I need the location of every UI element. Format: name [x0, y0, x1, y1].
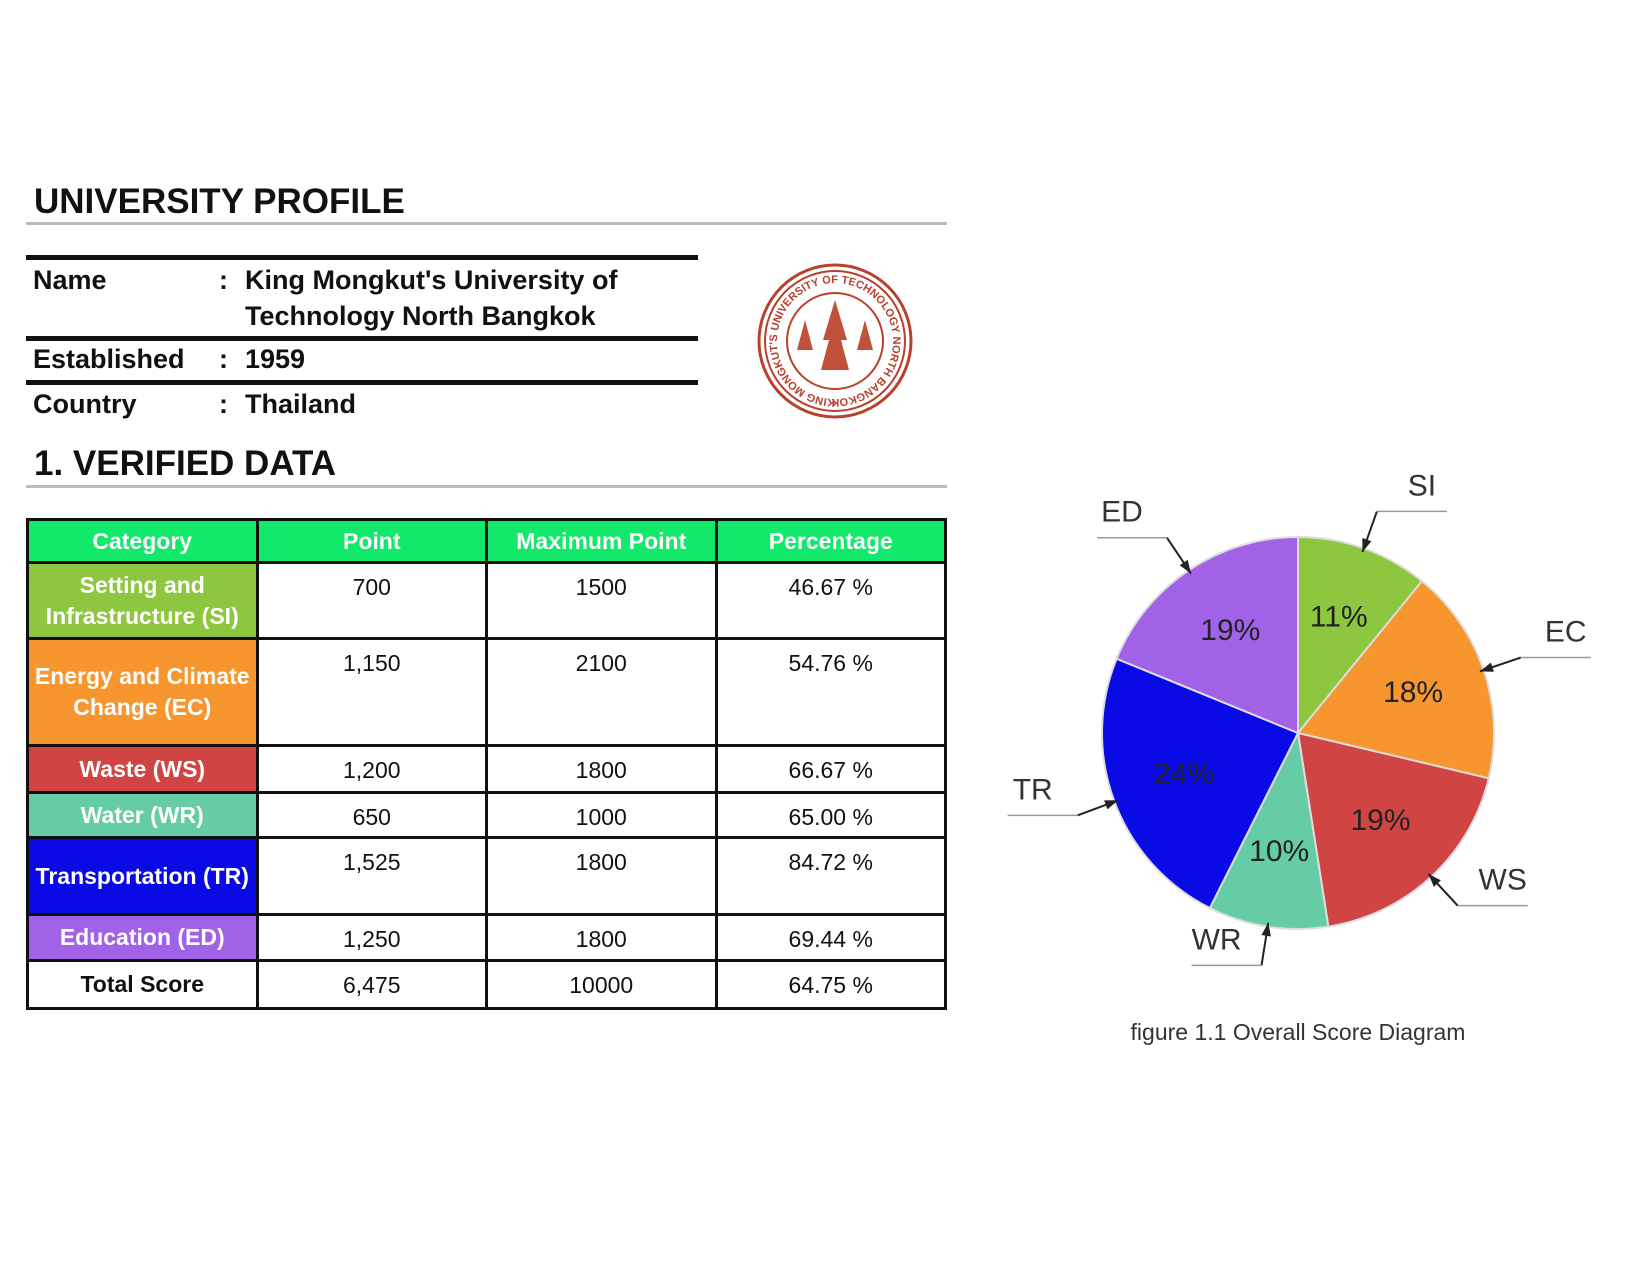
value-cell: 650: [255, 791, 488, 839]
table-row: Water (WR) 650 1000 65.00 %: [26, 791, 947, 839]
profile-label: Name: [33, 265, 107, 295]
profile-separator: :: [219, 344, 228, 374]
value-cell: 1,525: [255, 836, 488, 916]
table-row: Education (ED) 1,250 1800 69.44 %: [26, 913, 947, 962]
value-cell: 1,250: [255, 913, 488, 962]
value-cell: 46.67 %: [714, 561, 947, 640]
table-row: Setting and Infrastructure (SI) 700 1500 46…: [26, 561, 947, 640]
category-label: ED: [1101, 496, 1143, 529]
table-row: Energy and Climate Change (EC) 1,150 2100 5…: [26, 637, 947, 747]
value-cell: 700: [255, 561, 488, 640]
profile-label: Country: [33, 389, 137, 419]
arrow-head: [1362, 538, 1372, 553]
profile-separator: :: [219, 389, 228, 419]
profile-label: Established: [33, 344, 185, 374]
category-cell: Water (WR): [26, 791, 259, 839]
slice-label: 19%: [1200, 614, 1260, 647]
arrow-head: [1104, 800, 1119, 810]
value-cell: 1500: [485, 561, 718, 640]
category-cell: Setting and Infrastructure (SI): [26, 561, 259, 640]
profile-separator: :: [219, 265, 228, 295]
row-rule: [26, 255, 698, 260]
table-row: Total Score 6,475 10000 64.75 %: [26, 959, 947, 1010]
profile-value: Thailand: [245, 389, 357, 419]
caption: figure 1.1 Overall Score Diagram: [1131, 1019, 1466, 1045]
data-table: Category Point Maximum Point Percentage Sett…: [26, 518, 947, 1010]
value-cell: 1800: [485, 913, 718, 962]
value-cell: 6,475: [255, 959, 488, 1010]
arrow-head: [1261, 922, 1271, 937]
category-label: TR: [1013, 773, 1053, 806]
arrow-head: [1479, 662, 1494, 672]
value-cell: 66.67 %: [714, 744, 947, 794]
header-cell: Point: [255, 518, 488, 564]
category-cell: Total Score: [26, 959, 259, 1010]
profile-value: 1959: [245, 344, 306, 374]
category-label: EC: [1545, 616, 1587, 649]
arrow-head: [1179, 559, 1191, 574]
slice-label: 19%: [1350, 804, 1410, 837]
value-cell: 1800: [485, 744, 718, 794]
category-label: SI: [1408, 469, 1436, 502]
category-label: WR: [1192, 923, 1242, 956]
arrow-head: [1428, 873, 1441, 887]
value-cell: 69.44 %: [714, 913, 947, 962]
category-label: WS: [1479, 864, 1527, 897]
value-cell: 2100: [485, 637, 718, 747]
value-cell: 1,200: [255, 744, 488, 794]
slice-label: 18%: [1383, 676, 1443, 709]
category-cell: Education (ED): [26, 913, 259, 962]
slice-label: 24%: [1154, 757, 1214, 790]
category-cell: Waste (WS): [26, 744, 259, 794]
category-cell: Energy and Climate Change (EC): [26, 637, 259, 747]
row-rule: [26, 336, 698, 341]
table-row: Transportation (TR) 1,525 1800 84.72 %: [26, 836, 947, 916]
header-cell: Percentage: [714, 518, 947, 564]
section-rule: [26, 485, 947, 488]
category-cell: Transportation (TR): [26, 836, 259, 916]
value-cell: 10000: [485, 959, 718, 1010]
slice-label: 11%: [1310, 600, 1368, 633]
table-row: Waste (WS) 1,200 1800 66.67 %: [26, 744, 947, 794]
row-rule: [26, 380, 698, 385]
header-cell: Category: [26, 518, 259, 564]
value-cell: 54.76 %: [714, 637, 947, 747]
title-rule: [26, 222, 947, 225]
value-cell: 1800: [485, 836, 718, 916]
value-cell: 65.00 %: [714, 791, 947, 839]
header-row: Category Point Maximum Point Percentage: [26, 518, 947, 564]
header-cell: Maximum Point: [485, 518, 718, 564]
seal: KING MONGKUT'S UNIVERSITY OF TECHNOLOGY …: [757, 263, 913, 419]
value-cell: 84.72 %: [714, 836, 947, 916]
profile-title: UNIVERSITY PROFILE: [34, 182, 405, 221]
section-title: 1. VERIFIED DATA: [34, 444, 337, 483]
value-cell: 64.75 %: [714, 959, 947, 1010]
value-cell: 1000: [485, 791, 718, 839]
value-cell: 1,150: [255, 637, 488, 747]
profile-value: King Mongkut's University of Technology …: [245, 265, 618, 331]
slice-label: 10%: [1249, 835, 1309, 868]
